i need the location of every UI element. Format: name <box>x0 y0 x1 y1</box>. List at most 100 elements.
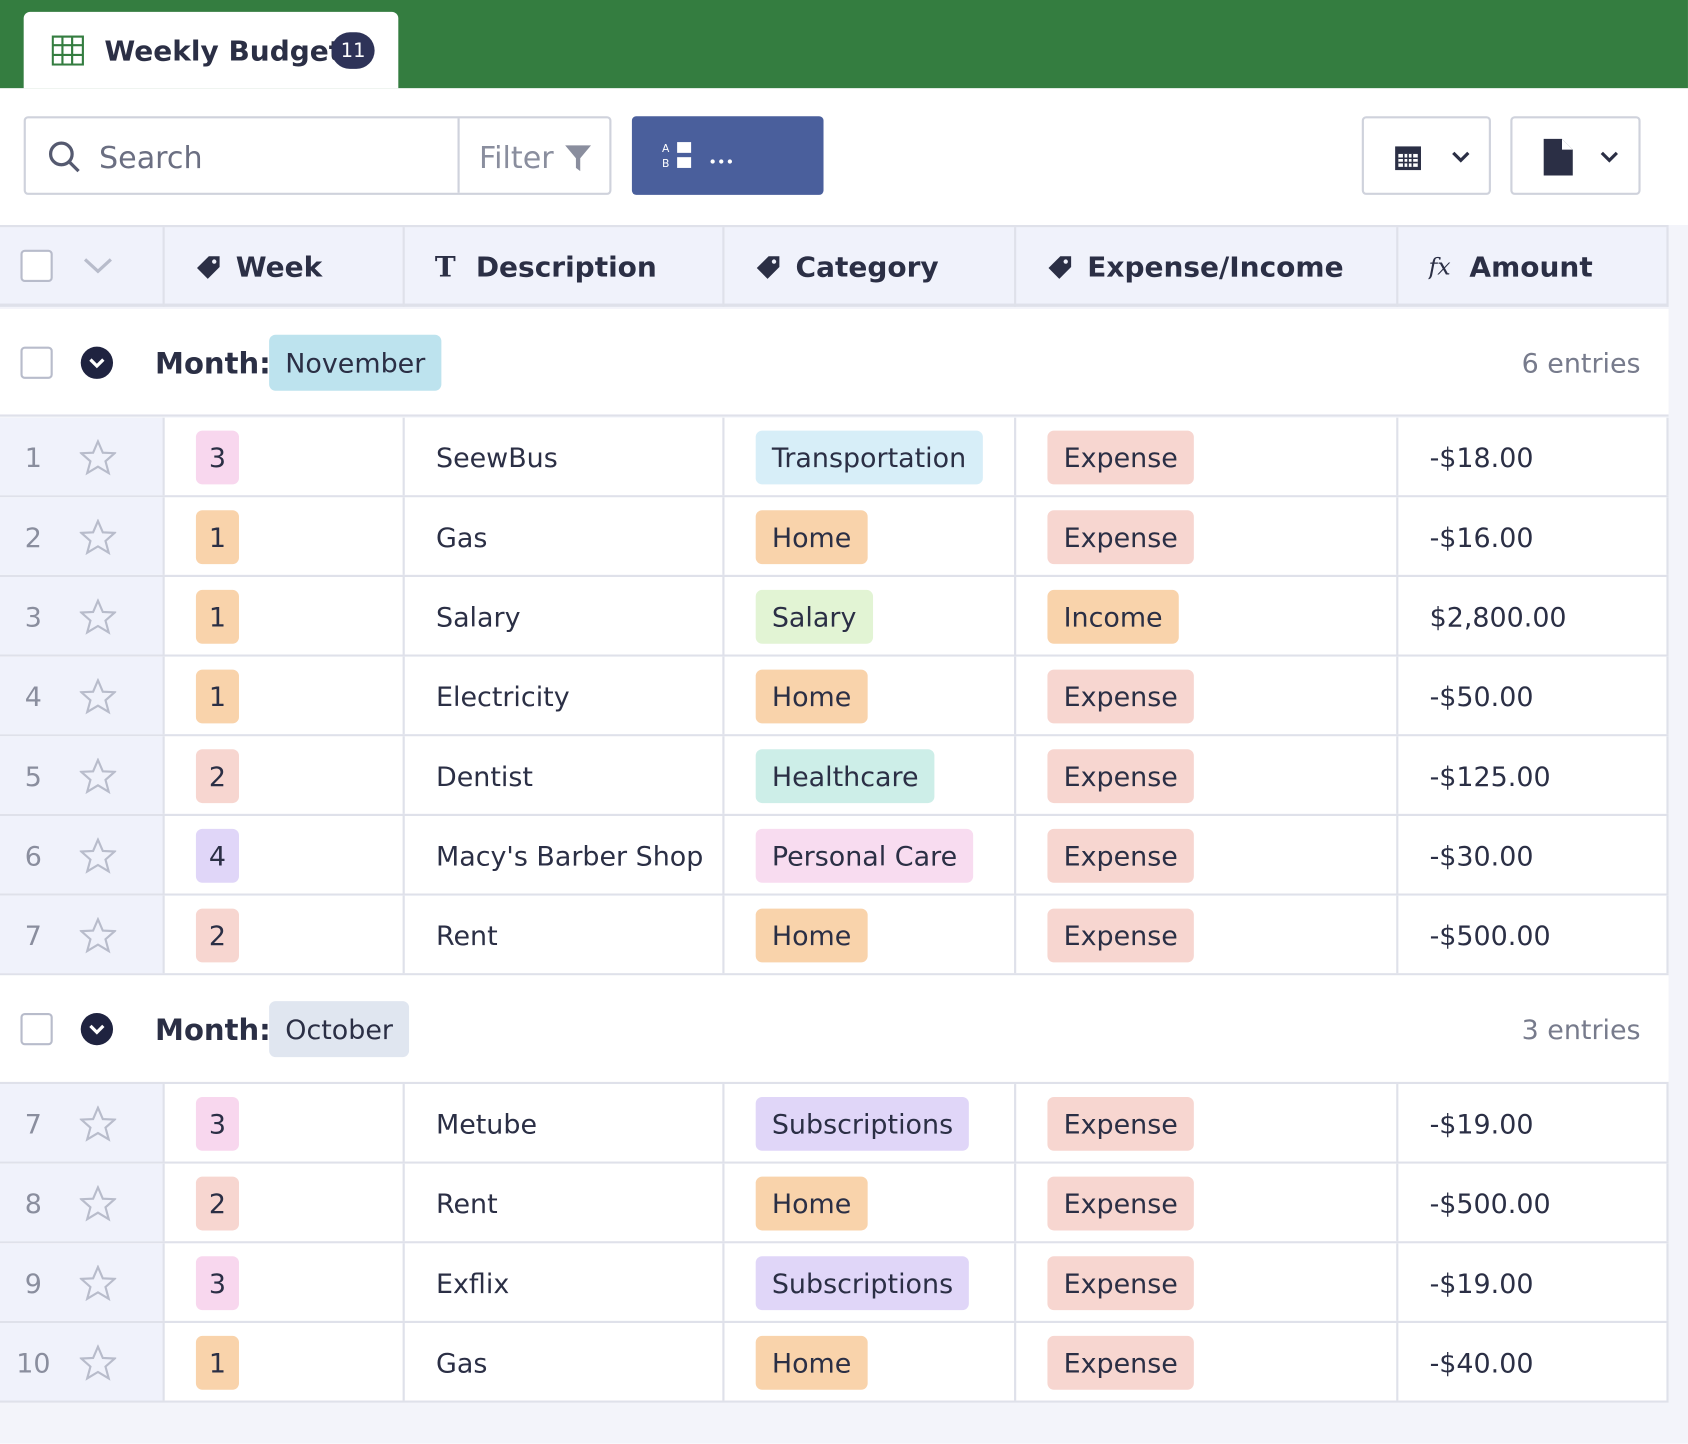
column-icon: fx <box>1429 253 1451 281</box>
column-divider <box>1666 736 1669 814</box>
star[interactable] <box>79 598 117 636</box>
type-tag: Expense <box>1047 1176 1194 1231</box>
star[interactable] <box>79 757 117 795</box>
filter-button[interactable]: Filter <box>479 139 554 176</box>
row-number: 5 <box>24 761 42 793</box>
type-tag: Expense <box>1047 669 1194 724</box>
column-divider <box>402 1323 405 1401</box>
row: 7 3 Metube Subscriptions Expense -$19.00 <box>0 1084 1669 1164</box>
column-divider <box>1666 497 1669 575</box>
row-gutter <box>0 656 163 735</box>
row: 7 2 Rent Home Expense -$500.00 <box>0 895 1669 976</box>
checkbox[interactable] <box>19 249 53 283</box>
description: Gas <box>435 522 488 554</box>
row-number: 4 <box>24 681 42 713</box>
amount: -$40.00 <box>1429 1347 1534 1379</box>
column-divider <box>1666 417 1669 496</box>
description: Gas <box>435 1347 488 1379</box>
star[interactable] <box>79 518 117 556</box>
category-tag: Home <box>755 908 868 963</box>
star[interactable] <box>79 678 117 715</box>
column-divider <box>1014 227 1017 307</box>
column-divider <box>162 895 165 974</box>
description: Macy's Barber Shop <box>435 840 704 872</box>
column-header[interactable]: Expense/Income <box>1087 251 1344 285</box>
star[interactable] <box>79 439 117 476</box>
checkbox[interactable] <box>19 346 53 380</box>
tab[interactable]: Weekly Budget 11 <box>23 11 399 89</box>
category-tag: Salary <box>755 589 873 644</box>
week-tag: 1 <box>195 589 239 644</box>
checkbox[interactable] <box>19 1012 53 1046</box>
row-number: 10 <box>16 1347 51 1379</box>
amount: -$500.00 <box>1429 920 1551 952</box>
export-button[interactable] <box>1510 116 1641 195</box>
amount: -$19.00 <box>1429 1108 1534 1141</box>
description: SeewBus <box>435 442 558 474</box>
star[interactable] <box>79 1185 117 1222</box>
star[interactable] <box>79 837 117 875</box>
column-divider <box>1014 1323 1017 1401</box>
group-toggle[interactable] <box>80 1012 114 1046</box>
row-gutter <box>0 895 163 974</box>
row-gutter <box>0 497 163 575</box>
svg-text:T: T <box>435 253 456 283</box>
column-divider <box>1014 417 1017 496</box>
row-number: 1 <box>24 442 42 474</box>
week-tag: 2 <box>195 908 239 963</box>
column-divider <box>722 895 725 974</box>
column-divider <box>1014 1084 1017 1162</box>
search-box[interactable]: Search Filter <box>23 116 612 195</box>
group-label: Month: <box>155 1014 271 1048</box>
amount: -$125.00 <box>1429 761 1551 793</box>
column-divider <box>1396 1084 1399 1162</box>
row-gutter <box>0 815 163 894</box>
group-value: November <box>269 334 442 391</box>
amount: -$19.00 <box>1429 1268 1534 1300</box>
row: 5 2 Dentist Healthcare Expense -$125.00 <box>0 736 1669 816</box>
calendar-icon <box>1395 146 1470 171</box>
row: 8 2 Rent Home Expense -$500.00 <box>0 1163 1669 1244</box>
column-header[interactable]: Amount <box>1469 251 1593 285</box>
column-divider <box>162 1084 165 1162</box>
filter-icon <box>565 145 591 172</box>
column-divider <box>722 656 725 735</box>
column-divider <box>1014 815 1017 894</box>
tab-title: Weekly Budget <box>104 35 343 68</box>
amount: -$30.00 <box>1429 840 1534 872</box>
column-divider <box>162 497 165 575</box>
column-header[interactable]: Category <box>795 251 939 285</box>
column-divider <box>722 1084 725 1162</box>
description: Rent <box>435 1188 498 1220</box>
calendar-button[interactable] <box>1361 116 1491 195</box>
column-divider <box>162 577 165 655</box>
star[interactable] <box>79 917 117 954</box>
column-header[interactable]: Description <box>475 251 657 285</box>
star[interactable] <box>79 1105 117 1143</box>
column-divider <box>1396 1243 1399 1321</box>
star[interactable] <box>79 1344 117 1382</box>
week-tag: 2 <box>195 749 239 804</box>
group-toggle[interactable] <box>80 346 114 380</box>
column-divider <box>1666 1323 1669 1401</box>
column-divider <box>1014 736 1017 814</box>
group-count: 3 entries <box>1521 1014 1641 1046</box>
column-divider <box>402 1084 405 1162</box>
row: 10 1 Gas Home Expense -$40.00 <box>0 1323 1669 1403</box>
type-tag: Expense <box>1047 1335 1194 1390</box>
column-divider <box>722 1243 725 1321</box>
row-gutter <box>0 577 163 655</box>
column-divider <box>402 1163 405 1242</box>
column-divider <box>1396 815 1399 894</box>
type-tag: Expense <box>1047 510 1194 565</box>
row-number: 7 <box>24 920 42 952</box>
type-tag: Expense <box>1047 1096 1194 1151</box>
column-divider <box>1666 815 1669 894</box>
group-header: Month: November 6 entries <box>0 308 1669 417</box>
column-header[interactable]: Week <box>235 251 323 285</box>
star[interactable] <box>79 1264 117 1302</box>
column-divider <box>402 417 405 496</box>
row: 4 1 Electricity Home Expense -$50.00 <box>0 656 1669 737</box>
chevron[interactable] <box>82 255 114 277</box>
